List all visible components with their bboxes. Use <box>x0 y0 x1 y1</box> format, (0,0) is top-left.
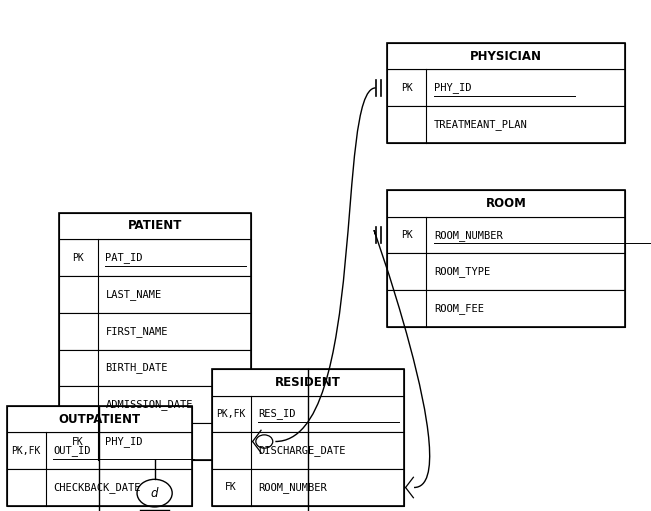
Text: OUTPATIENT: OUTPATIENT <box>58 412 141 426</box>
Bar <box>7 406 192 432</box>
Bar <box>387 106 625 143</box>
Bar <box>59 239 251 276</box>
Text: PK,FK: PK,FK <box>11 446 41 456</box>
Text: CHECKBACK_DATE: CHECKBACK_DATE <box>53 482 141 493</box>
Bar <box>59 386 251 423</box>
Bar <box>212 469 404 506</box>
Text: DISCHARGE_DATE: DISCHARGE_DATE <box>258 445 346 456</box>
Text: ROOM_TYPE: ROOM_TYPE <box>434 266 490 277</box>
Text: PHY_ID: PHY_ID <box>105 436 143 447</box>
Bar <box>59 423 251 460</box>
Bar <box>387 190 625 217</box>
Text: RES_ID: RES_ID <box>258 408 296 420</box>
Bar <box>59 213 251 460</box>
Bar <box>7 432 192 469</box>
Bar <box>59 313 251 350</box>
Text: BIRTH_DATE: BIRTH_DATE <box>105 362 168 374</box>
Text: PK: PK <box>72 252 84 263</box>
Bar <box>387 43 625 69</box>
Bar <box>387 217 625 253</box>
Text: PHY_ID: PHY_ID <box>434 82 472 94</box>
Text: d: d <box>151 486 158 500</box>
Text: PK,FK: PK,FK <box>216 409 246 419</box>
Bar <box>387 190 625 327</box>
Text: ADMISSION_DATE: ADMISSION_DATE <box>105 399 193 410</box>
Bar <box>59 276 251 313</box>
Text: ROOM_FEE: ROOM_FEE <box>434 303 484 314</box>
Text: PK: PK <box>401 230 413 240</box>
Bar <box>59 350 251 386</box>
Text: FIRST_NAME: FIRST_NAME <box>105 326 168 337</box>
Text: ROOM_NUMBER: ROOM_NUMBER <box>434 229 503 241</box>
Bar <box>7 406 192 506</box>
Bar <box>212 369 404 506</box>
Text: PK: PK <box>401 83 413 93</box>
Text: ROOM_NUMBER: ROOM_NUMBER <box>258 482 327 493</box>
Bar <box>387 43 625 143</box>
Bar <box>212 432 404 469</box>
Text: PHYSICIAN: PHYSICIAN <box>470 50 542 63</box>
Text: FK: FK <box>72 436 84 447</box>
Bar <box>387 290 625 327</box>
Text: PAT_ID: PAT_ID <box>105 252 143 263</box>
Bar <box>212 369 404 396</box>
Text: PATIENT: PATIENT <box>128 219 182 233</box>
Text: RESIDENT: RESIDENT <box>275 376 340 389</box>
Text: OUT_ID: OUT_ID <box>53 445 91 456</box>
Text: TREATMEANT_PLAN: TREATMEANT_PLAN <box>434 119 528 130</box>
Bar <box>387 69 625 106</box>
Bar <box>387 253 625 290</box>
Bar <box>212 396 404 432</box>
Bar <box>7 469 192 506</box>
Bar <box>59 213 251 239</box>
Text: LAST_NAME: LAST_NAME <box>105 289 161 300</box>
Text: ROOM: ROOM <box>486 197 527 210</box>
Text: FK: FK <box>225 482 237 493</box>
